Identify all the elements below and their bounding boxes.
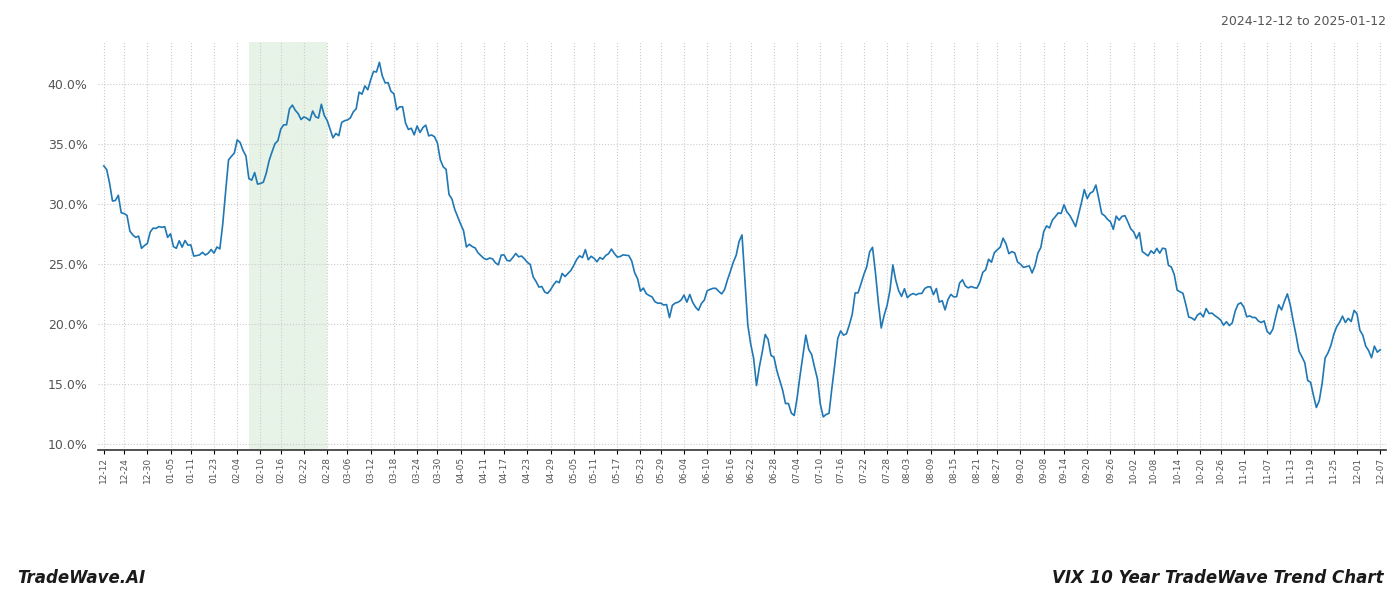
- Text: 2024-12-12 to 2025-01-12: 2024-12-12 to 2025-01-12: [1221, 15, 1386, 28]
- Text: TradeWave.AI: TradeWave.AI: [17, 569, 146, 587]
- Text: VIX 10 Year TradeWave Trend Chart: VIX 10 Year TradeWave Trend Chart: [1051, 569, 1383, 587]
- Bar: [249, 42, 328, 450]
